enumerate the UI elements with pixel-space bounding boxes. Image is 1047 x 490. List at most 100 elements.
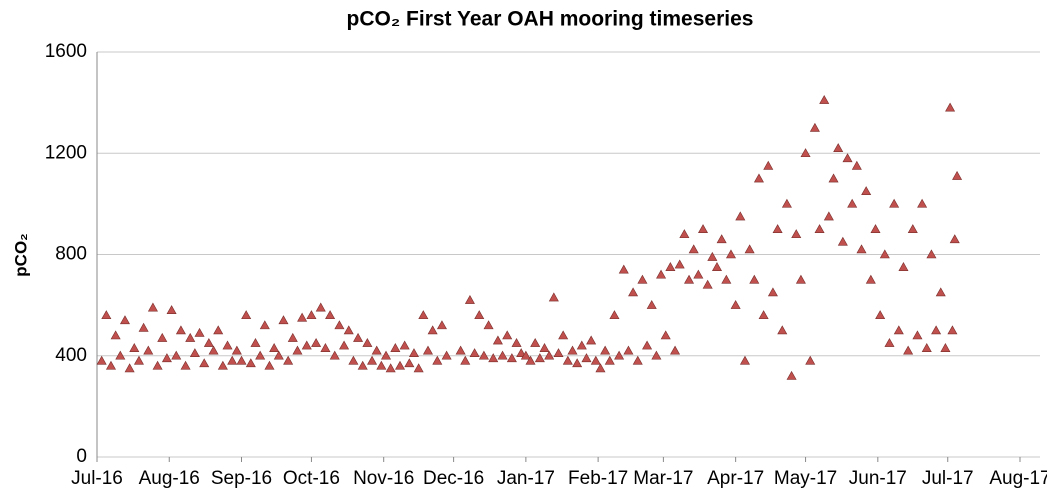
data-point — [199, 358, 210, 368]
data-point — [516, 348, 527, 358]
data-point — [133, 355, 144, 365]
data-point — [707, 251, 718, 261]
data-point — [334, 320, 345, 330]
data-point — [138, 322, 149, 332]
data-point — [861, 186, 872, 196]
data-point — [460, 355, 471, 365]
data-point — [119, 315, 130, 325]
data-point — [231, 345, 242, 355]
data-point — [544, 350, 555, 360]
data-point — [367, 355, 378, 365]
data-point — [903, 345, 914, 355]
data-point — [353, 332, 364, 342]
data-point — [947, 325, 958, 335]
data-point — [833, 143, 844, 152]
data-point — [837, 236, 848, 246]
data-point — [432, 355, 443, 365]
data-point — [474, 310, 485, 320]
data-point — [749, 274, 760, 284]
data-point — [227, 355, 238, 365]
data-point — [763, 160, 774, 170]
data-point — [422, 345, 433, 355]
y-axis-label: pCO₂ — [11, 233, 30, 276]
data-point — [525, 355, 536, 365]
data-point — [786, 370, 797, 380]
data-point — [548, 292, 559, 302]
data-point — [772, 224, 783, 233]
data-point — [889, 198, 900, 208]
y-tick-label: 800 — [55, 244, 87, 265]
data-point — [921, 343, 932, 352]
y-tick-label: 1600 — [45, 41, 87, 62]
data-point — [884, 337, 895, 347]
data-point — [595, 363, 606, 373]
data-point — [945, 102, 956, 112]
data-point — [940, 343, 951, 352]
y-tick-label: 400 — [55, 345, 87, 366]
data-point — [935, 287, 946, 297]
data-point — [241, 310, 252, 320]
x-tick-label: Jul-17 — [922, 468, 974, 489]
data-point — [586, 335, 597, 345]
data-point — [716, 234, 727, 244]
data-point — [898, 262, 909, 271]
data-point — [534, 353, 545, 363]
data-point — [767, 287, 778, 297]
data-point — [572, 358, 583, 368]
data-point — [250, 337, 261, 347]
data-point — [311, 337, 322, 347]
data-point — [236, 355, 247, 365]
data-point — [823, 211, 834, 221]
data-point — [264, 360, 275, 370]
data-point — [171, 350, 182, 360]
data-point — [283, 355, 294, 365]
data-point — [628, 287, 639, 297]
data-point — [469, 348, 480, 358]
data-point — [203, 337, 214, 347]
data-point — [306, 310, 317, 320]
data-point — [660, 330, 671, 340]
data-point — [758, 310, 769, 320]
data-point — [208, 345, 219, 355]
data-point — [952, 170, 963, 180]
data-point — [96, 355, 107, 365]
y-tick-label: 1200 — [45, 142, 87, 163]
data-point — [931, 325, 942, 335]
data-point — [805, 355, 816, 365]
data-point — [679, 229, 690, 239]
data-point — [791, 229, 802, 239]
x-tick-label: Mar-17 — [633, 468, 693, 489]
x-tick-label: Sep-16 — [211, 468, 272, 489]
data-point — [502, 330, 513, 340]
data-point — [735, 211, 746, 221]
data-point — [320, 343, 331, 352]
data-point — [814, 224, 825, 233]
data-point — [348, 355, 359, 365]
x-tick-label: Oct-16 — [283, 468, 340, 489]
data-point — [222, 340, 233, 350]
data-point — [371, 345, 382, 355]
data-point — [325, 310, 336, 320]
data-point — [292, 345, 303, 355]
data-point — [558, 330, 569, 340]
data-point — [600, 345, 611, 355]
data-point — [492, 335, 503, 345]
data-point — [688, 244, 699, 254]
data-point — [618, 264, 629, 274]
data-point — [912, 330, 923, 340]
data-point — [161, 353, 172, 363]
data-point — [670, 345, 681, 355]
data-point — [436, 320, 447, 330]
data-point — [245, 358, 256, 368]
data-point — [441, 350, 452, 360]
x-tick-label: Aug-17 — [989, 468, 1047, 489]
data-point — [399, 340, 410, 350]
data-point — [455, 345, 466, 355]
x-tick-label: Apr-17 — [707, 468, 764, 489]
data-point — [194, 327, 205, 337]
y-tick-label: 0 — [76, 446, 87, 467]
data-point — [259, 320, 270, 330]
data-point — [483, 320, 494, 330]
data-point — [418, 310, 429, 320]
